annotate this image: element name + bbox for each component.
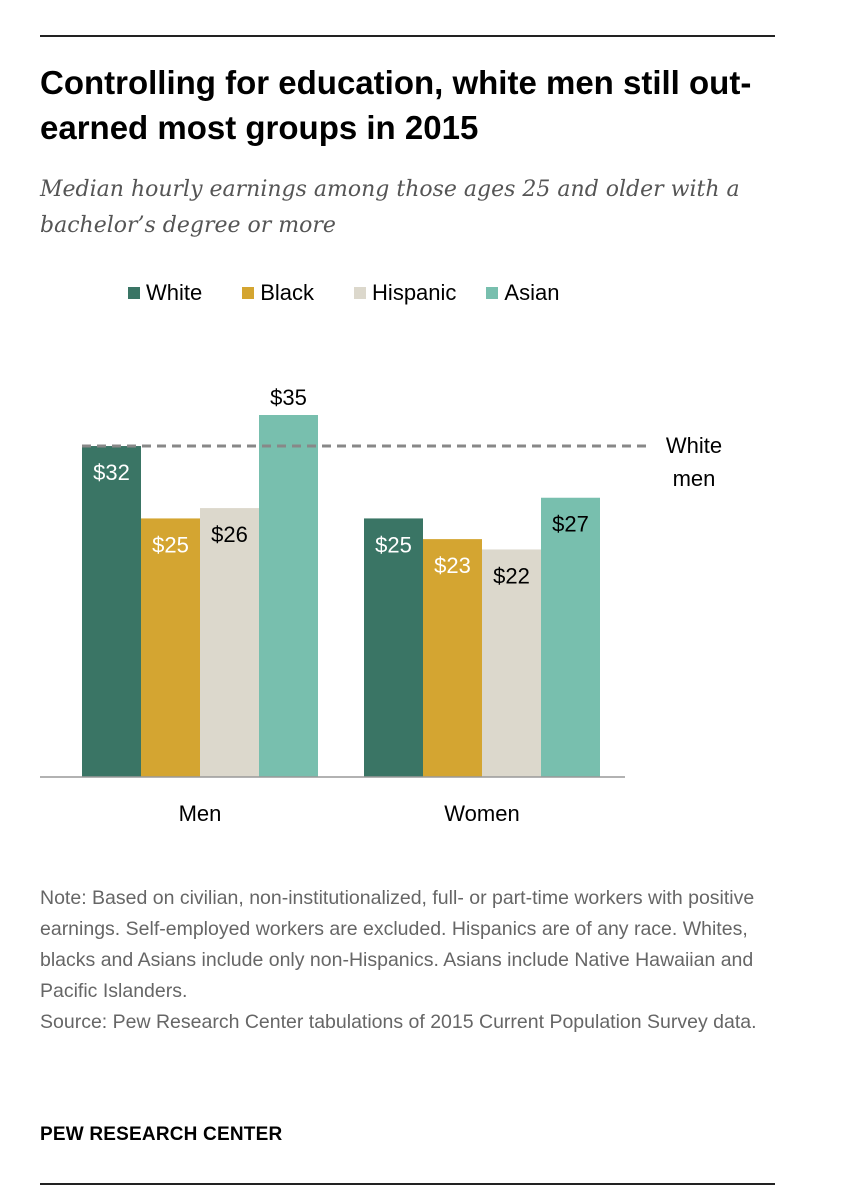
chart-note: Note: Based on civilian, non-institution… xyxy=(40,883,800,1038)
legend-label-hispanic: Hispanic xyxy=(372,280,457,305)
chart-title: Controlling for education, white men sti… xyxy=(40,64,752,146)
bar-women-hispanic xyxy=(482,549,541,777)
bar-chart: White men $32 $25 $26 $35 $25 $23 $22 $27 Men Women xyxy=(40,385,722,826)
value-label-men-white: $32 xyxy=(93,460,130,485)
legend-label-black: Black xyxy=(260,280,315,305)
legend-item-asian: Asian xyxy=(486,280,559,306)
reference-line-label-line1: White xyxy=(666,433,722,458)
bar-women-asian xyxy=(541,497,600,777)
value-label-men-black: $25 xyxy=(152,532,189,557)
legend-swatch-asian xyxy=(486,287,499,299)
value-label-women-white: $25 xyxy=(375,532,412,557)
legend-swatch-black xyxy=(242,287,255,299)
value-label-men-asian: $35 xyxy=(270,385,307,410)
top-rule xyxy=(40,35,775,37)
bar-men-hispanic xyxy=(200,508,259,777)
category-label-women: Women xyxy=(444,801,519,826)
legend-item-hispanic: Hispanic xyxy=(354,280,456,306)
legend-label-white: White xyxy=(146,280,203,305)
bar-women-black xyxy=(423,539,482,777)
chart-subtitle: Median hourly earnings among those ages … xyxy=(40,177,740,238)
bar-men-white xyxy=(82,446,141,777)
bar-women-white xyxy=(364,518,423,777)
legend-label-asian: Asian xyxy=(504,280,560,305)
legend-swatch-white xyxy=(128,287,140,299)
value-label-women-black: $23 xyxy=(434,553,471,578)
legend-item-white: White xyxy=(128,280,202,306)
legend-item-black: Black xyxy=(242,280,314,306)
bar-men-black xyxy=(141,518,200,777)
value-label-women-hispanic: $22 xyxy=(493,563,530,588)
reference-line-label-line2: men xyxy=(673,466,716,491)
value-label-men-hispanic: $26 xyxy=(211,522,248,547)
legend-swatch-hispanic xyxy=(354,287,367,299)
category-label-men: Men xyxy=(179,801,222,826)
bottom-rule xyxy=(40,1183,775,1185)
source-text: Source: Pew Research Center tabulations … xyxy=(40,1011,757,1033)
pew-footer: PEW RESEARCH CENTER xyxy=(40,1124,283,1145)
value-label-women-asian: $27 xyxy=(552,512,589,537)
note-text: Note: Based on civilian, non-institution… xyxy=(40,887,755,1002)
bar-men-asian xyxy=(259,415,318,777)
legend: White Black Hispanic Asian xyxy=(128,280,599,306)
